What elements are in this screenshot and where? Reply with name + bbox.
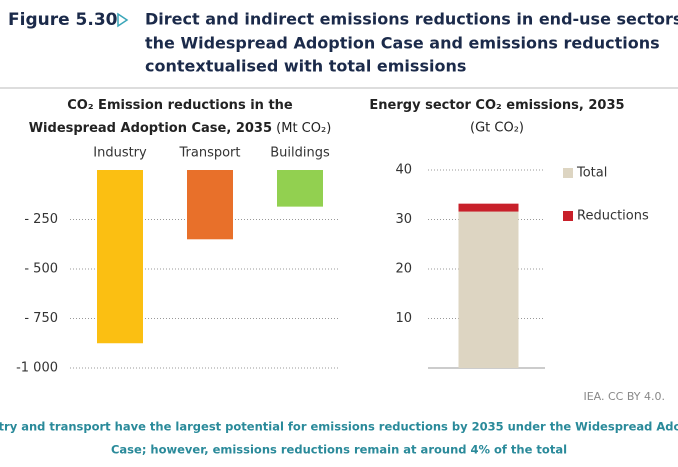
y-tick-label: - 250 — [24, 212, 58, 227]
chart-title-text: Energy sector CO₂ emissions, 2035 — [369, 98, 624, 113]
chart-title: CO₂ Emission reductions in the — [67, 98, 293, 113]
caption: Case; however, emissions reductions rema… — [111, 443, 567, 457]
figure-label: Figure 5.30 — [8, 10, 118, 30]
bar-segment — [458, 203, 519, 212]
y-tick-label: 20 — [395, 262, 412, 277]
chart-unit: (Gt CO₂) — [470, 121, 524, 136]
x-tick-label: Transport — [178, 146, 240, 161]
caption: Industry and transport have the largest … — [0, 420, 678, 434]
chart-title-text: CO₂ Emission reductions in the — [67, 98, 293, 113]
bar — [97, 170, 143, 344]
y-tick-label: 40 — [395, 163, 412, 178]
y-tick-label: 30 — [395, 212, 412, 227]
figure-icon — [117, 12, 129, 28]
figure-title: the Widespread Adoption Case and emissio… — [145, 34, 660, 53]
figure-title: Direct and indirect emissions reductions… — [145, 10, 678, 29]
legend-label: Total — [576, 166, 607, 181]
y-tick-label: - 500 — [24, 262, 58, 277]
legend-swatch — [563, 168, 573, 178]
figure-title: contextualised with total emissions — [145, 57, 466, 76]
bar-segment — [458, 211, 519, 368]
y-tick-label: 10 — [395, 311, 412, 326]
y-tick-label: - 750 — [24, 311, 58, 326]
x-tick-label: Industry — [93, 146, 147, 161]
legend-swatch — [563, 211, 573, 221]
legend-label: Reductions — [577, 209, 649, 224]
bar — [187, 170, 233, 240]
y-tick-label: -1 000 — [16, 361, 58, 376]
chart-title-text: Widespread Adoption Case, 2035 — [29, 121, 272, 136]
chart-title: Energy sector CO₂ emissions, 2035 — [369, 98, 624, 113]
bar — [277, 170, 323, 207]
credit: IEA. CC BY 4.0. — [583, 390, 665, 403]
chart-unit: (Mt CO₂) — [276, 121, 331, 136]
chart-title: Widespread Adoption Case, 2035 (Mt CO₂) — [29, 121, 332, 136]
x-tick-label: Buildings — [270, 146, 330, 161]
